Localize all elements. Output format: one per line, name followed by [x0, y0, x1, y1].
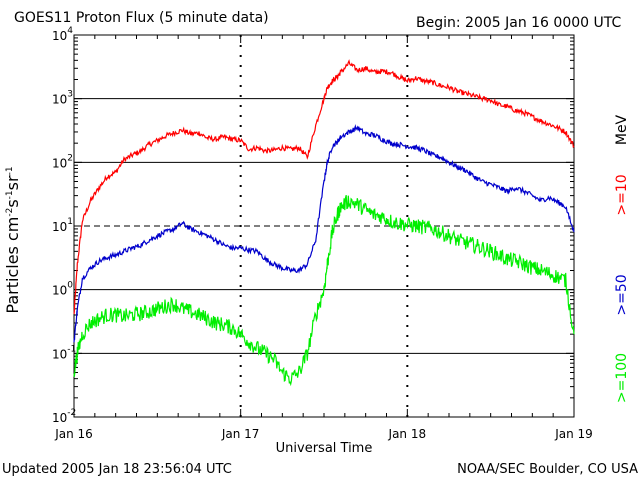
- y-tick-label: 103: [52, 90, 73, 107]
- series-line: [73, 59, 575, 315]
- y-minor-ticks: [73, 35, 575, 418]
- y-axis-label: Particles cm-2s-1sr-1: [3, 166, 22, 313]
- begin-label: Begin: 2005 Jan 16 0000 UTC: [416, 15, 621, 31]
- series-layer: [73, 59, 575, 387]
- y-tick-label: 10-1: [52, 344, 76, 361]
- legend-unit: MeV: [614, 114, 630, 145]
- y-tick-label: 104: [52, 26, 73, 43]
- y-tick-label: 102: [52, 153, 73, 170]
- legend: MeV >=10 >=50 >=100: [614, 114, 630, 403]
- y-tick-label: 10-2: [52, 408, 76, 425]
- legend-entry: >=50: [614, 274, 630, 315]
- legend-entry: >=100: [614, 353, 630, 403]
- updated-timestamp: Updated 2005 Jan 18 23:56:04 UTC: [2, 462, 232, 477]
- y-tick-label: 100: [52, 281, 73, 298]
- y-tick-labels: 10-2 10-1 100 101 102 103 104: [52, 26, 76, 425]
- x-axis-label: Universal Time: [276, 441, 373, 456]
- x-tick-label: Jan 19: [554, 427, 593, 441]
- chart-title: GOES11 Proton Flux (5 minute data): [14, 10, 269, 26]
- x-tick-labels: Jan 16 Jan 17 Jan 18 Jan 19: [54, 427, 593, 441]
- series-line: [73, 124, 575, 343]
- x-tick-label: Jan 16: [54, 427, 93, 441]
- y-tick-label: 101: [52, 217, 73, 234]
- legend-entry: >=10: [614, 174, 630, 215]
- series-line: [73, 195, 575, 387]
- x-tick-label: Jan 17: [221, 427, 260, 441]
- x-tick-label: Jan 18: [388, 427, 427, 441]
- data-source: NOAA/SEC Boulder, CO USA: [457, 462, 638, 477]
